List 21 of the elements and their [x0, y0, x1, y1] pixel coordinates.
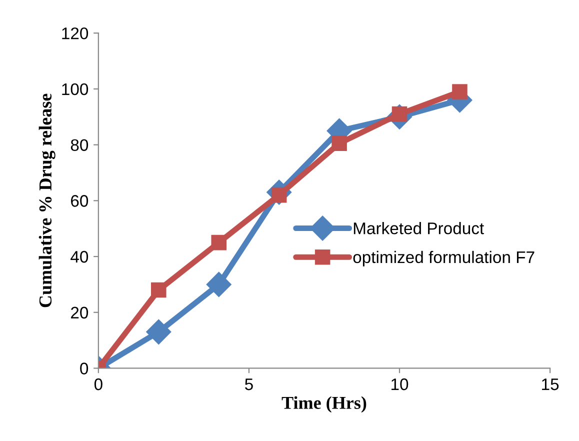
- y-axis-title: Cumulative % Drug release: [38, 94, 56, 308]
- y-tick-label: 100: [62, 83, 88, 96]
- point: [151, 282, 166, 298]
- x-axis-title: Time (Hrs): [282, 396, 366, 413]
- legend-label: optimized formulation F7: [353, 250, 534, 266]
- y-tick-label: 0: [80, 362, 88, 374]
- y-tick-label: 60: [71, 195, 88, 207]
- legend-label: Marketed Product: [354, 222, 484, 234]
- point: [146, 319, 172, 344]
- point: [452, 84, 468, 100]
- point: [206, 272, 232, 297]
- x-tick-label: 5: [245, 378, 253, 390]
- y-tick-label: 120: [62, 27, 88, 40]
- x-tick-label: 10: [392, 378, 408, 390]
- x-tick-label: 15: [542, 378, 559, 390]
- x-tick-label: 0: [94, 378, 102, 390]
- y-tick-label: 20: [71, 306, 88, 319]
- point: [211, 234, 226, 250]
- point: [332, 136, 347, 152]
- y-tick-label: 80: [70, 139, 88, 151]
- y-tick-label: 40: [70, 250, 88, 263]
